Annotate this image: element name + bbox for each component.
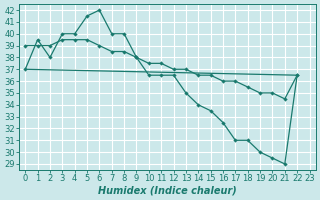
X-axis label: Humidex (Indice chaleur): Humidex (Indice chaleur) (98, 186, 237, 196)
